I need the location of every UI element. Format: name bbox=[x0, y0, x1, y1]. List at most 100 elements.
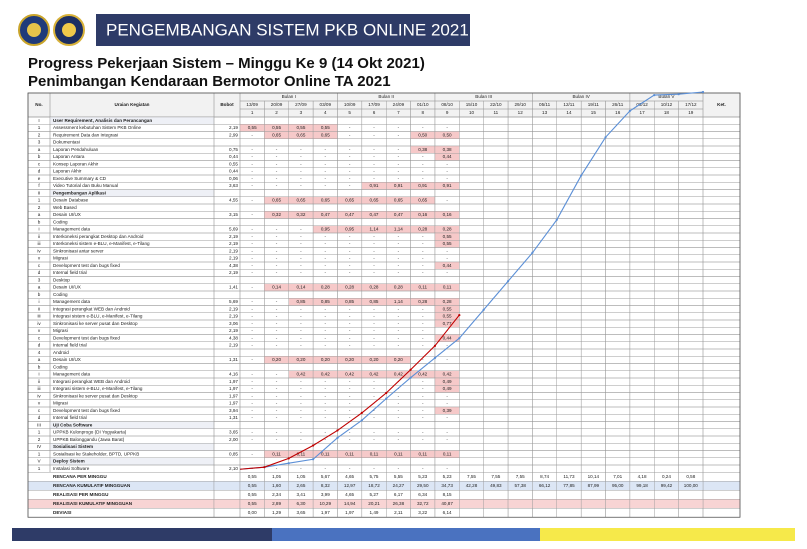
row-bobot: 3,65 bbox=[229, 430, 238, 435]
summary-value: 42,28 bbox=[466, 483, 478, 488]
row-cell: - bbox=[276, 161, 278, 166]
row-item: Integrasi sistem e-BLU, e-Manifest, e-Ti… bbox=[53, 386, 143, 391]
row-cell: 0,65 bbox=[296, 198, 305, 203]
summary-value: 2,65 bbox=[296, 483, 305, 488]
row-cell: - bbox=[325, 328, 327, 333]
row-no: d bbox=[38, 169, 41, 174]
week-label: 9 bbox=[446, 110, 449, 115]
row-item: Interkoneksi sistem e-BLU, e-Manifest, e… bbox=[53, 241, 150, 246]
row-cell: - bbox=[422, 466, 424, 471]
summary-value: 29,50 bbox=[417, 483, 429, 488]
week-label: 3 bbox=[300, 110, 303, 115]
row-cell: - bbox=[276, 321, 278, 326]
footer-bar bbox=[272, 528, 540, 541]
summary-cell bbox=[605, 499, 631, 509]
row-cell: 0,42 bbox=[321, 372, 330, 377]
row-bobot: 0,44 bbox=[229, 169, 238, 174]
row-cell: - bbox=[276, 379, 278, 384]
s-curve-point bbox=[677, 93, 680, 96]
row-no: a bbox=[38, 357, 41, 362]
row-cell: 0,20 bbox=[394, 357, 403, 362]
row-cell: - bbox=[373, 335, 375, 340]
row-item: Sosialisasi ke Stakeholder, BPTD, UPPKB bbox=[53, 451, 139, 456]
row-cell: 1,14 bbox=[394, 299, 403, 304]
s-curve-point bbox=[360, 419, 363, 422]
row-cell: 0,28 bbox=[443, 299, 452, 304]
subtitle: Penimbangan Kendaraan Bermotor Online TA… bbox=[28, 73, 391, 90]
summary-value: 0,55 bbox=[248, 492, 257, 497]
row-cell: - bbox=[422, 256, 424, 261]
row-cell: - bbox=[422, 314, 424, 319]
row-bobot: 1,97 bbox=[229, 379, 238, 384]
row-cell: - bbox=[276, 234, 278, 239]
row-item: Coding bbox=[53, 364, 68, 369]
summary-value: 1,05 bbox=[296, 474, 305, 479]
row-cell: - bbox=[398, 234, 400, 239]
row-bobot: 3,15 bbox=[229, 212, 238, 217]
row-cell: 0,14 bbox=[296, 285, 305, 290]
row-cell: 0,20 bbox=[345, 357, 354, 362]
row-cell: - bbox=[300, 386, 302, 391]
row-cell: - bbox=[398, 306, 400, 311]
row-cell: - bbox=[325, 393, 327, 398]
row-item: Development test dan bugs fixed bbox=[53, 408, 120, 413]
row-cell: - bbox=[251, 212, 253, 217]
date-label: 10/09 bbox=[344, 102, 356, 107]
row-cell: 0,65 bbox=[272, 132, 281, 137]
row-no: d bbox=[38, 270, 41, 275]
row-item: Coding bbox=[53, 219, 68, 224]
row-cell: - bbox=[373, 314, 375, 319]
summary-value: 7,55 bbox=[467, 474, 476, 479]
summary-value: 0,58 bbox=[686, 474, 695, 479]
date-label: 15/10 bbox=[466, 102, 478, 107]
row-cell: - bbox=[325, 263, 327, 268]
summary-value: 40,87 bbox=[441, 501, 453, 506]
row-cell: 0,11 bbox=[443, 451, 452, 456]
row-cell: - bbox=[373, 169, 375, 174]
row-cell: - bbox=[373, 161, 375, 166]
row-cell: - bbox=[349, 306, 351, 311]
row-cell: - bbox=[422, 408, 424, 413]
row-cell: - bbox=[276, 343, 278, 348]
row-cell: - bbox=[251, 343, 253, 348]
row-cell: - bbox=[422, 161, 424, 166]
row-cell: 0,91 bbox=[418, 183, 427, 188]
summary-value: 8,74 bbox=[540, 474, 549, 479]
row-cell: - bbox=[251, 386, 253, 391]
row-cell: - bbox=[349, 314, 351, 319]
row-item: Laporan Pendahuluan bbox=[53, 147, 99, 152]
row-cell: - bbox=[276, 306, 278, 311]
row-bobot: 1,31 bbox=[229, 415, 238, 420]
row-bobot: 2,10 bbox=[229, 466, 238, 471]
row-no: V bbox=[37, 459, 41, 464]
summary-value: 99,42 bbox=[661, 483, 673, 488]
s-curve-point bbox=[458, 337, 461, 340]
s-curve-point bbox=[409, 368, 412, 371]
row-cell: - bbox=[251, 379, 253, 384]
title: Progress Pekerjaan Sistem – Minggu Ke 9 … bbox=[28, 55, 425, 72]
row-cell: - bbox=[349, 466, 351, 471]
row-cell: - bbox=[325, 147, 327, 152]
s-curve-point bbox=[287, 457, 290, 460]
s-curve-point bbox=[409, 376, 412, 379]
row-cell: 0,65 bbox=[321, 132, 330, 137]
row-cell: - bbox=[276, 248, 278, 253]
row-bobot: 0,85 bbox=[229, 451, 238, 456]
summary-cell bbox=[213, 481, 241, 491]
s-curve bbox=[239, 314, 460, 470]
row-cell: - bbox=[276, 372, 278, 377]
row-cell: - bbox=[422, 270, 424, 275]
row-cell: 0,38 bbox=[418, 147, 427, 152]
row-no: b bbox=[38, 219, 41, 224]
row-cell: 0,65 bbox=[345, 198, 354, 203]
row-item: Android bbox=[53, 350, 69, 355]
row-cell: - bbox=[349, 430, 351, 435]
row-cell: - bbox=[398, 125, 400, 130]
row-cell: 0,42 bbox=[370, 372, 379, 377]
row-no: iv bbox=[37, 321, 41, 326]
row-cell: - bbox=[349, 132, 351, 137]
row-cell: - bbox=[398, 415, 400, 420]
row-cell: - bbox=[276, 263, 278, 268]
row-item: Uji Coba Software bbox=[53, 422, 93, 427]
row-cell: - bbox=[251, 161, 253, 166]
